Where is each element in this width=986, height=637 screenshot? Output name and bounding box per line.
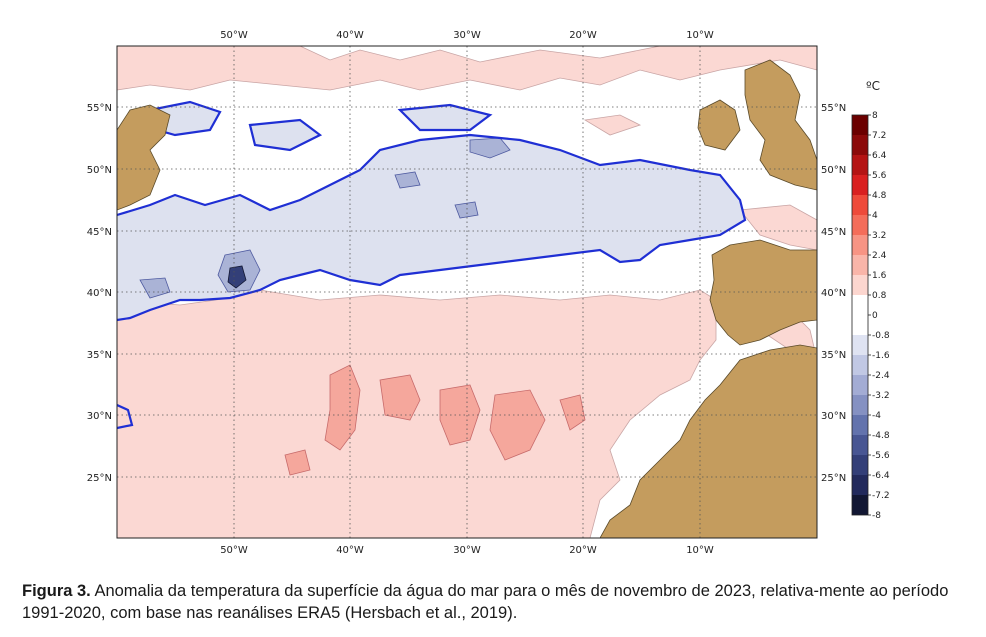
- lat-label: 45°N: [87, 227, 112, 238]
- colorbar-swatch: [852, 395, 868, 415]
- colorbar-swatch: [852, 115, 868, 135]
- colorbar-labels: 8 7.2 6.4 5.6 4.8 4 3.2 2.4 1.6 0.8 0 -0.8 -1.6 -2.4 -…: [868, 111, 890, 521]
- lon-labels-top: 50°W 40°W 30°W 20°W 10°W: [220, 30, 714, 41]
- lat-label: 40°N: [821, 288, 846, 299]
- colorbar-label: 1.6: [872, 271, 887, 281]
- caption-label: Figura 3.: [22, 582, 91, 600]
- zero-contours: [117, 100, 747, 430]
- colorbar-unit: ºC: [866, 79, 880, 93]
- lat-label: 45°N: [821, 227, 846, 238]
- cold-core: [227, 265, 247, 289]
- graticule: [117, 46, 817, 538]
- lon-label: 10°W: [686, 30, 714, 41]
- lat-label: 30°N: [87, 411, 112, 422]
- lat-label: 35°N: [821, 350, 846, 361]
- lon-label: 30°W: [453, 545, 481, 556]
- colorbar-swatch: [852, 335, 868, 355]
- lon-label: 40°W: [336, 30, 364, 41]
- colorbar-swatch: [852, 175, 868, 195]
- colorbar-label: 4.8: [872, 191, 887, 201]
- lat-label: 50°N: [821, 165, 846, 176]
- figure-caption: Figura 3. Anomalia da temperatura da sup…: [22, 580, 967, 624]
- colorbar-swatch: [852, 375, 868, 395]
- lon-label: 20°W: [569, 30, 597, 41]
- lon-labels-bottom: 50°W 40°W 30°W 20°W 10°W: [220, 545, 714, 556]
- colorbar-label: -8: [872, 511, 881, 521]
- colorbar-swatch: [852, 195, 868, 215]
- colorbar-swatch: [852, 155, 868, 175]
- lon-label: 20°W: [569, 545, 597, 556]
- colorbar-label: -3.2: [872, 391, 890, 401]
- lat-labels-left: 55°N 50°N 45°N 40°N 35°N 30°N 25°N: [87, 103, 112, 484]
- colorbar-swatch: [852, 455, 868, 475]
- colorbar-swatch: [852, 435, 868, 455]
- colorbar-swatch: [852, 255, 868, 275]
- map-frame: [116, 45, 818, 539]
- colorbar-label: 0.8: [872, 291, 887, 301]
- map-fields: [117, 46, 817, 538]
- colorbar-label: 3.2: [872, 231, 886, 241]
- colorbar-swatch: [852, 495, 868, 515]
- lon-label: 50°W: [220, 30, 248, 41]
- colorbar-swatch: [852, 135, 868, 155]
- colorbar-label: -6.4: [872, 471, 890, 481]
- colorbar-swatch: [852, 215, 868, 235]
- lon-label: 50°W: [220, 545, 248, 556]
- colorbar-label: -4: [872, 411, 881, 421]
- colorbar-label: 5.6: [872, 171, 887, 181]
- colorbar-swatch: [852, 415, 868, 435]
- lat-labels-right: 55°N 50°N 45°N 40°N 35°N 30°N 25°N: [821, 103, 846, 484]
- colorbar-label: -7.2: [872, 491, 890, 501]
- colorbar-label: -2.4: [872, 371, 890, 381]
- colorbar-label: -4.8: [872, 431, 890, 441]
- lat-label: 55°N: [821, 103, 846, 114]
- colorbar-label: 8: [872, 111, 878, 121]
- lon-label: 10°W: [686, 545, 714, 556]
- lat-label: 30°N: [821, 411, 846, 422]
- lat-label: 50°N: [87, 165, 112, 176]
- caption-text: Anomalia da temperatura da superfície da…: [22, 582, 949, 622]
- colorbar-swatch: [852, 355, 868, 375]
- lat-label: 25°N: [87, 473, 112, 484]
- colorbar-swatch: [852, 295, 868, 315]
- colorbar-swatch: [852, 315, 868, 335]
- colorbar-label: 6.4: [872, 151, 887, 161]
- colorbar: ºC 8 7.2 6.4 5.6 4.8 4 3.2 2.4 1.6 0.8 0 -0.8 -1.6 -2…: [851, 79, 890, 521]
- lat-label: 35°N: [87, 350, 112, 361]
- lat-label: 25°N: [821, 473, 846, 484]
- colorbar-label: 0: [872, 311, 878, 321]
- colorbar-swatch: [852, 475, 868, 495]
- lon-label: 30°W: [453, 30, 481, 41]
- colorbar-label: 2.4: [872, 251, 887, 261]
- colorbar-label: -5.6: [872, 451, 890, 461]
- colorbar-swatch: [852, 235, 868, 255]
- colorbar-label: -1.6: [872, 351, 890, 361]
- colorbar-label: -0.8: [872, 331, 890, 341]
- colorbar-swatch: [852, 275, 868, 295]
- lon-label: 40°W: [336, 545, 364, 556]
- lat-label: 40°N: [87, 288, 112, 299]
- lat-label: 55°N: [87, 103, 112, 114]
- colorbar-label: 4: [872, 211, 878, 221]
- colorbar-label: 7.2: [872, 131, 886, 141]
- colorbar-swatches: [851, 114, 869, 516]
- land: [117, 59, 817, 538]
